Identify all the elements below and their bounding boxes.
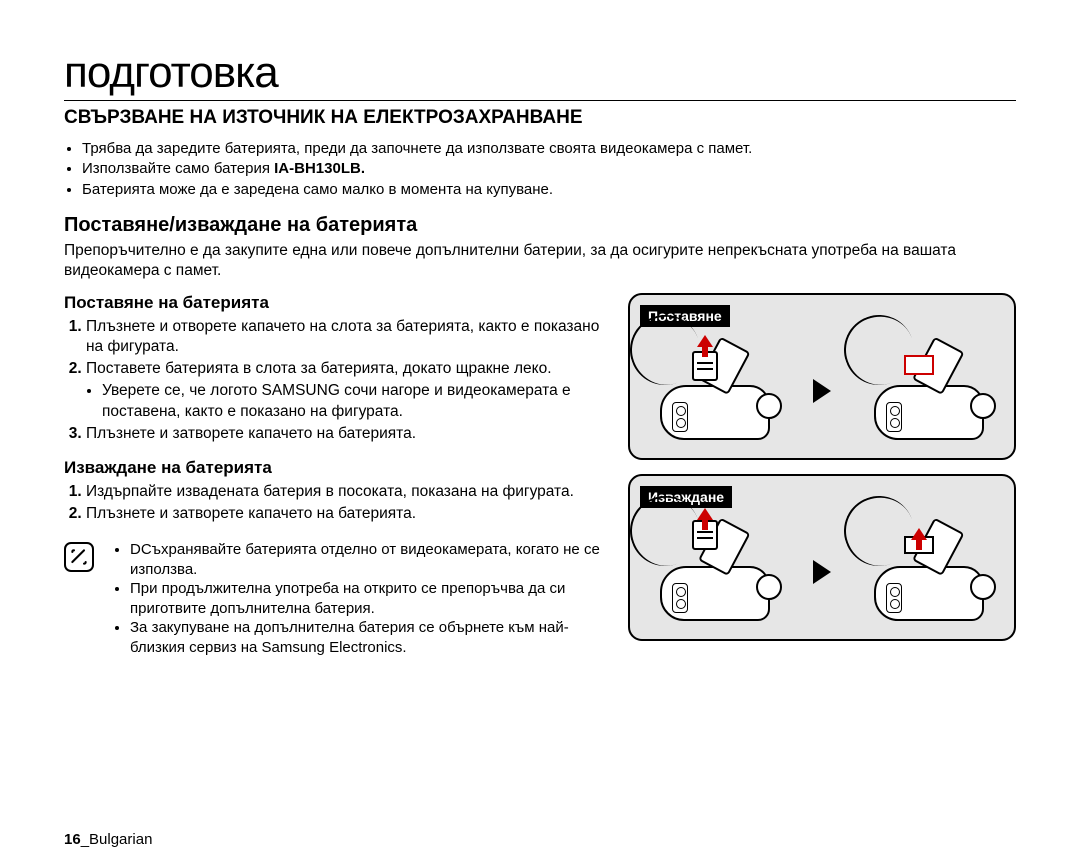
insert-eject-heading: Поставяне/изваждане на батерията bbox=[64, 214, 1016, 237]
note-item: DCъхранявайте батерията отделно от видео… bbox=[130, 540, 610, 579]
step: Плъзнете и отворете капачето на слота за… bbox=[86, 317, 610, 357]
step: Поставете батерията в слота за батерията… bbox=[86, 359, 610, 421]
intro-bullet: Трябва да заредите батерията, преди да з… bbox=[82, 139, 1016, 159]
intro-bullet: Батерията може да е заредена само малко … bbox=[82, 180, 1016, 200]
notes-block: DCъхранявайте батерията отделно от видео… bbox=[64, 540, 610, 657]
intro-bullet: Използвайте само батерия IA-BH130LB. bbox=[82, 159, 1016, 179]
step: Издърпайте извадената батерия в посоката… bbox=[86, 482, 610, 502]
page-number: 16 bbox=[64, 831, 81, 848]
figure-insert-step2 bbox=[854, 333, 1004, 448]
insert-eject-paragraph: Препоръчително е да закупите една или по… bbox=[64, 241, 1016, 281]
battery-model: IA-BH130LB. bbox=[274, 160, 365, 177]
step: Плъзнете и затворете капачето на батерия… bbox=[86, 424, 610, 444]
page-title: подготовка bbox=[64, 48, 1016, 98]
note-item: При продължителна употреба на открито се… bbox=[130, 579, 610, 618]
insert-steps: Плъзнете и отворете капачето на слота за… bbox=[64, 317, 610, 444]
step: Плъзнете и затворете капачето на батерия… bbox=[86, 504, 610, 524]
arrow-right-icon bbox=[813, 379, 831, 403]
eject-heading: Изваждане на батерията bbox=[64, 458, 610, 478]
figure-eject: Изваждане bbox=[628, 474, 1016, 641]
page-footer: 16_Bulgarian bbox=[64, 831, 152, 848]
figure-insert-step1 bbox=[640, 333, 790, 448]
insert-heading: Поставяне на батерията bbox=[64, 293, 610, 313]
arrow-right-icon bbox=[813, 560, 831, 584]
figure-insert: Поставяне bbox=[628, 293, 1016, 460]
section-title: СВЪРЗВАНЕ НА ИЗТОЧНИК НА ЕЛЕКТРОЗАХРАНВА… bbox=[64, 107, 1016, 129]
figure-eject-step2 bbox=[854, 514, 1004, 629]
intro-bullets: Трябва да заредите батерията, преди да з… bbox=[64, 139, 1016, 200]
note-icon bbox=[64, 542, 94, 572]
footer-language: Bulgarian bbox=[89, 831, 152, 848]
note-item: За закупуване на допълнителна батерия се… bbox=[130, 618, 610, 657]
eject-steps: Издърпайте извадената батерия в посоката… bbox=[64, 482, 610, 524]
figure-eject-step1 bbox=[640, 514, 790, 629]
sub-step: Уверете се, че логото SAMSUNG сочи нагор… bbox=[102, 381, 610, 421]
title-rule bbox=[64, 100, 1016, 101]
